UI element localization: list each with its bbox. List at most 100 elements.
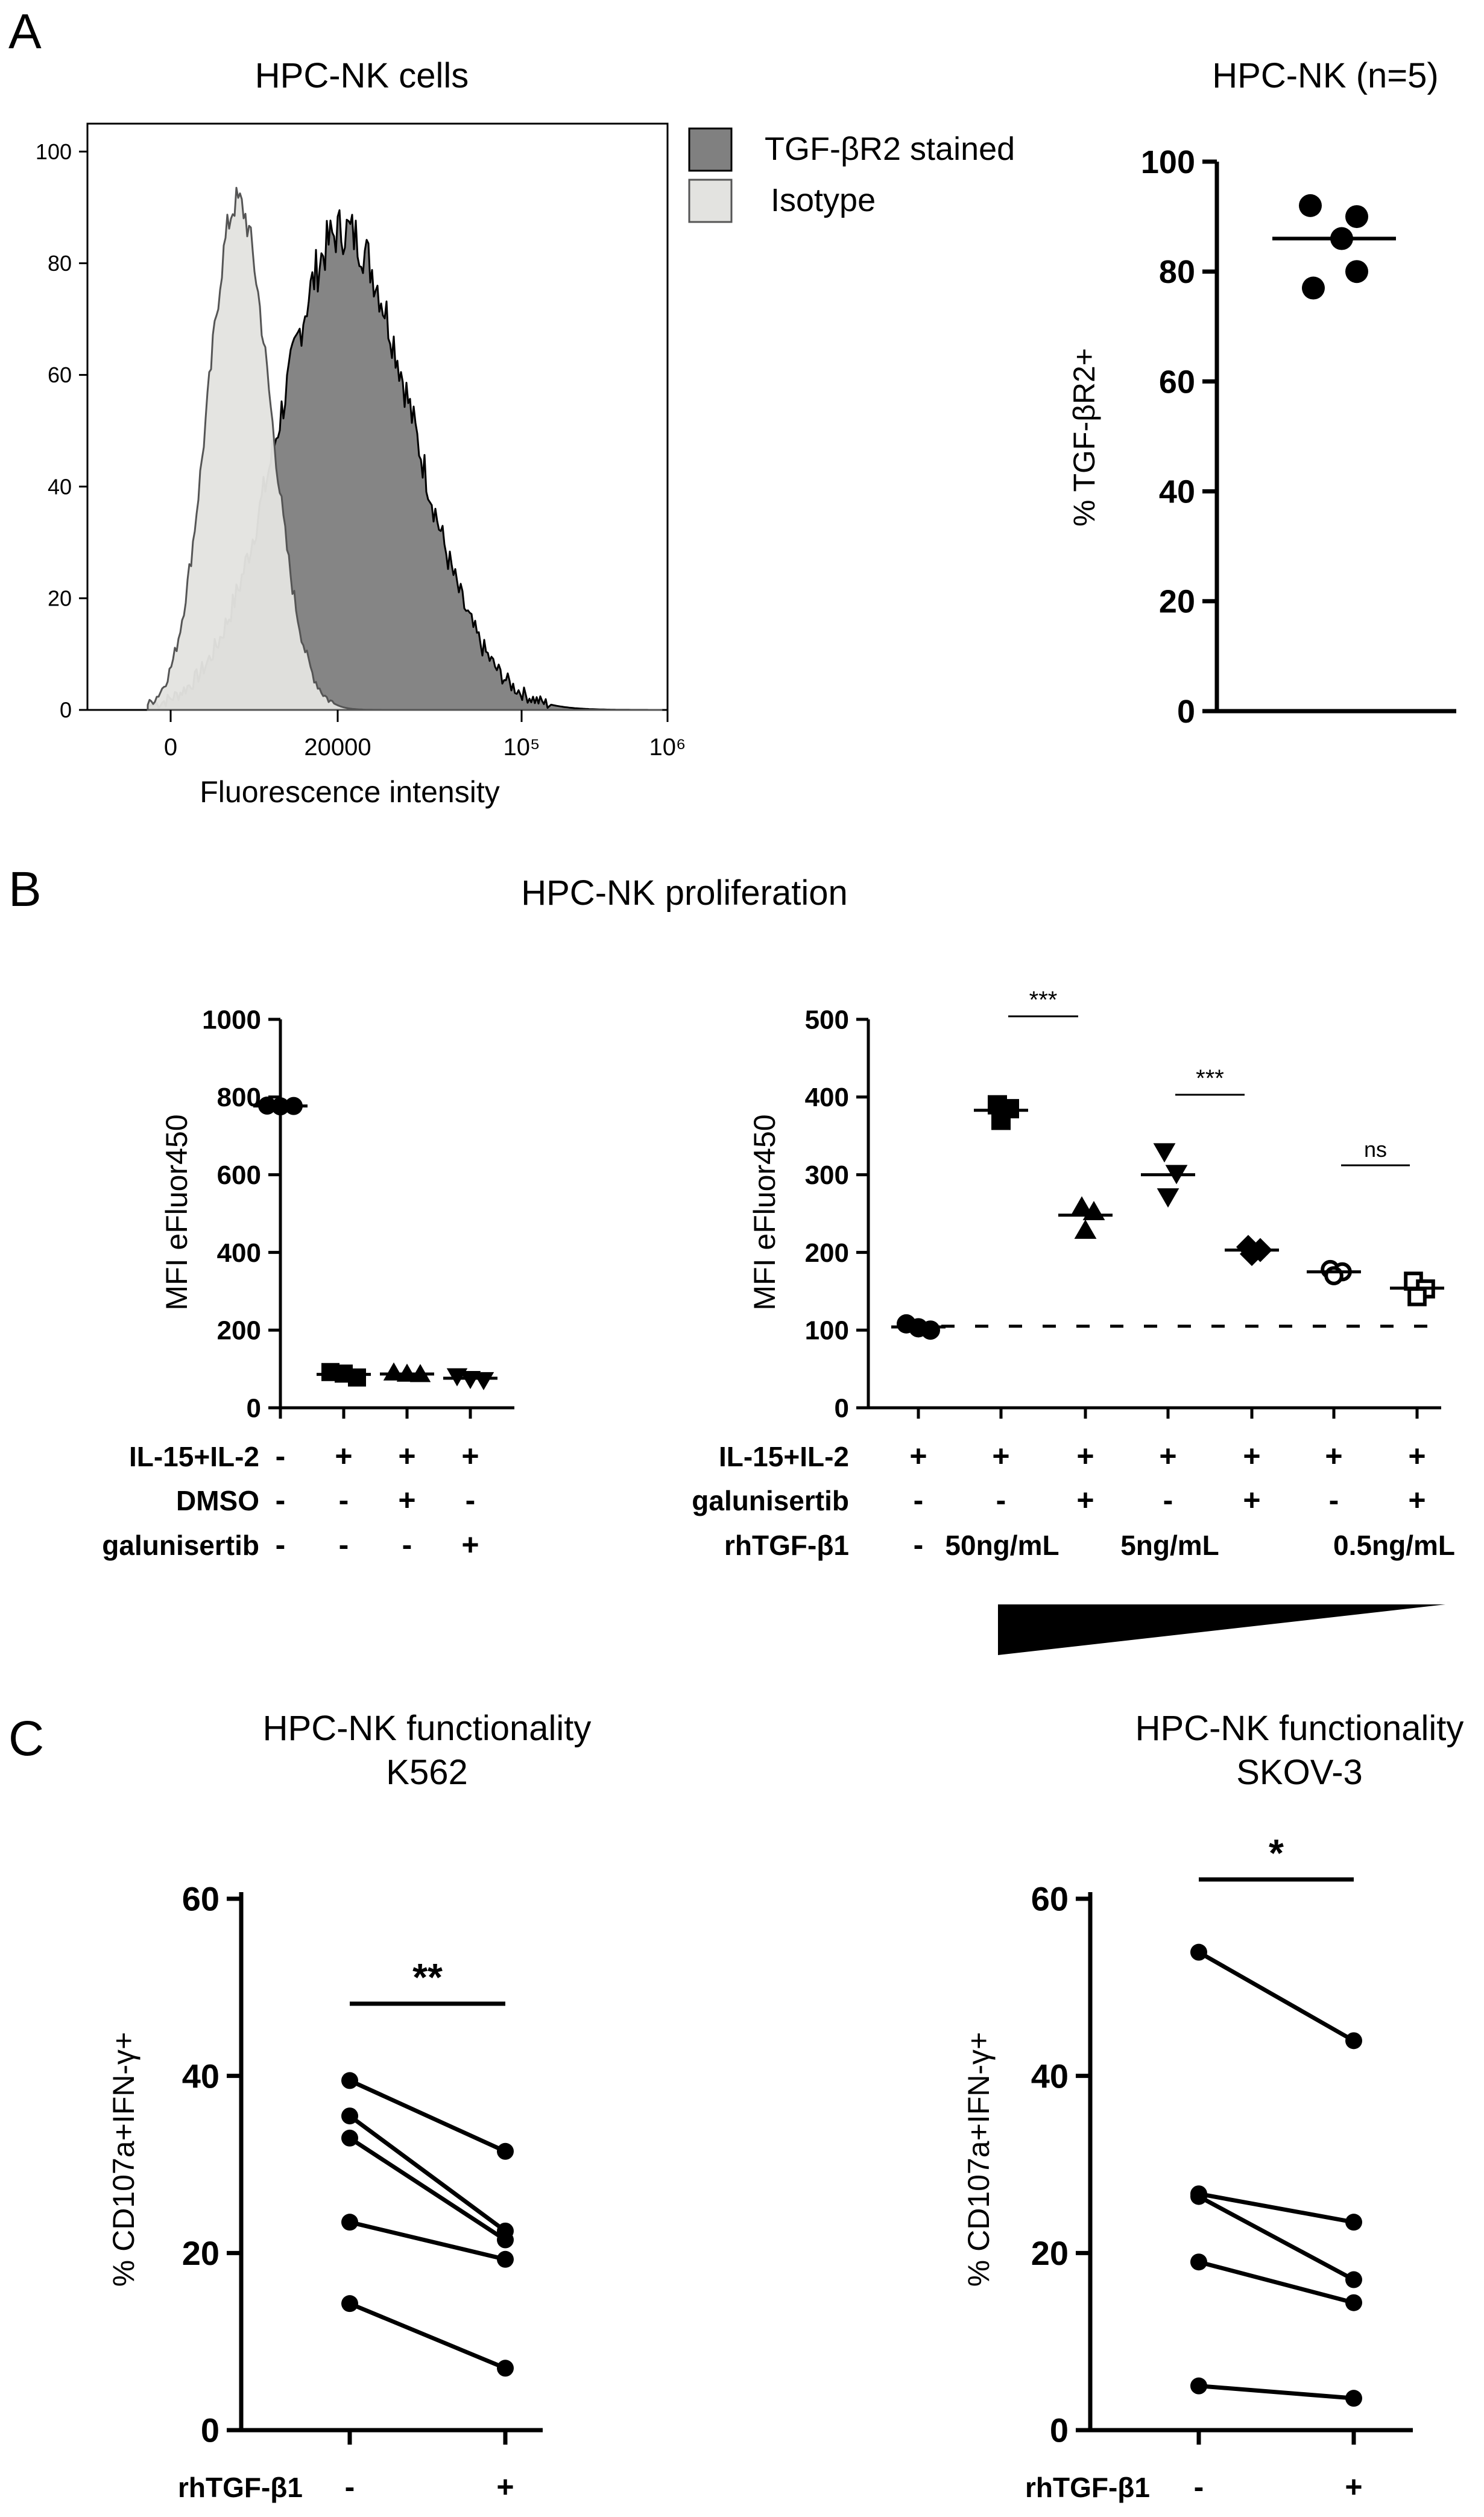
data-point — [1190, 1943, 1207, 1961]
condition-label-il15-il2: IL-15+IL-2 — [129, 1441, 259, 1472]
data-point — [473, 1372, 494, 1390]
histogram-x-ticks: 0 20000 10⁵ 10⁶ — [164, 710, 686, 761]
data-point — [1074, 1219, 1097, 1239]
tgfbr2-scatter-chart: HPC-NK (n=5) 0 20 40 60 80 100 % TGF-βR2+ — [1067, 56, 1456, 730]
data-point — [1153, 1143, 1176, 1163]
data-point — [341, 2295, 358, 2313]
data-point — [1345, 260, 1368, 283]
y-tick-label: 40 — [1159, 474, 1195, 510]
func-skov3-x-label: rhTGF-β1 — [1025, 2472, 1150, 2503]
significance-label: *** — [1029, 987, 1058, 1013]
condition-sign: - — [276, 1483, 286, 1517]
data-point — [1190, 2188, 1207, 2205]
y-tick-label: 40 — [182, 2057, 219, 2095]
data-point — [1345, 205, 1368, 229]
prolif-tgfb-points: *** *** ns — [891, 987, 1447, 1419]
y-tick-label: 20 — [182, 2234, 219, 2272]
significance-label: ns — [1364, 1137, 1387, 1162]
data-point — [497, 2360, 514, 2377]
condition-sign: + — [909, 1439, 927, 1473]
data-point — [921, 1320, 940, 1340]
func-k562-x-label: rhTGF-β1 — [178, 2472, 303, 2503]
func-k562-title-line2: K562 — [386, 1753, 467, 1792]
y-tick-label: 400 — [217, 1238, 261, 1268]
histogram-legend: TGF-βR2 stained Isotype — [688, 127, 1015, 223]
y-tick-label: 80 — [1159, 254, 1195, 290]
condition-label-il15-il2: IL-15+IL-2 — [719, 1441, 849, 1472]
legend-swatch-isotype — [688, 179, 733, 223]
data-point — [1407, 1287, 1427, 1306]
condition-sign: + — [398, 1483, 415, 1517]
data-point — [1240, 1241, 1264, 1266]
pair-line — [349, 2220, 506, 2262]
condition-label-rhtgfb1: rhTGF-β1 — [724, 1530, 849, 1561]
data-point — [1345, 2271, 1362, 2288]
condition-sign: - — [996, 1483, 1006, 1517]
condition-sign: - — [402, 1528, 412, 1562]
condition-sign: - — [914, 1483, 924, 1517]
condition-sign: - — [339, 1483, 349, 1517]
data-point — [1345, 2214, 1362, 2231]
y-tick-label: 60 — [48, 363, 72, 387]
y-tick-label: 0 — [247, 1393, 261, 1423]
y-tick-label: 400 — [805, 1083, 849, 1112]
y-tick-label: 40 — [1031, 2057, 1069, 2095]
data-point — [341, 2129, 358, 2147]
condition-sign: + — [1076, 1439, 1094, 1473]
condition-sign: + — [1325, 1439, 1342, 1473]
condition-sign: + — [1408, 1483, 1426, 1517]
y-tick-label: 80 — [48, 251, 72, 276]
legend-label-stained: TGF-βR2 stained — [765, 131, 1015, 167]
condition-sign: - — [276, 1528, 286, 1562]
condition-sign: + — [1159, 1439, 1176, 1473]
func-k562-chart: HPC-NK functionality K562 % CD107a+IFN-γ… — [107, 1709, 591, 2504]
legend-label-isotype: Isotype — [771, 182, 876, 218]
legend-swatch-stained — [688, 127, 733, 172]
pair-line — [1198, 2384, 1354, 2401]
pair-line — [349, 2136, 507, 2242]
panel-letter-c: C — [8, 1711, 44, 1766]
dose-gradient-wedge — [998, 1604, 1445, 1655]
func-k562-y-label: % CD107a+IFN-γ+ — [107, 2032, 141, 2287]
y-tick-label: 200 — [217, 1316, 261, 1346]
proliferation-title: HPC-NK proliferation — [521, 873, 848, 913]
condition-label-galunisertib: galunisertib — [102, 1530, 259, 1561]
y-tick-label: 60 — [1159, 364, 1195, 400]
pair-line — [349, 2079, 507, 2153]
y-tick-label: 100 — [1141, 144, 1195, 180]
significance-label: * — [1269, 1831, 1284, 1875]
condition-sign: + — [1408, 1439, 1426, 1473]
data-point — [1345, 2390, 1362, 2407]
y-tick-label: 0 — [1050, 2411, 1069, 2449]
y-tick-label: 0 — [835, 1393, 849, 1423]
x-tick-label-0: 0 — [164, 734, 177, 761]
data-point — [341, 2107, 358, 2125]
histogram-title: HPC-NK cells — [255, 56, 469, 95]
condition-label-dmso: DMSO — [176, 1485, 259, 1516]
y-tick-label: 200 — [805, 1238, 849, 1268]
prolif-tgfb-y-label: MFI eFluor450 — [748, 1114, 781, 1310]
func-skov3-plot: * — [1190, 1831, 1362, 2445]
condition-sign: - — [1163, 1483, 1173, 1517]
dose-label-0-5: 0.5ng/mL — [1333, 1530, 1455, 1561]
condition-sign: + — [1243, 1483, 1260, 1517]
y-tick-label: 0 — [60, 698, 72, 723]
prolif-controls-conditions: IL-15+IL-2 DMSO galunisertib - - - + - - + + - + -… — [102, 1439, 479, 1562]
x-tick-label-1e5: 10⁵ — [503, 734, 540, 761]
pair-line — [1198, 2191, 1354, 2224]
func-skov3-title-line2: SKOV-3 — [1236, 1753, 1363, 1792]
condition-sign: - — [466, 1483, 476, 1517]
data-point — [341, 2214, 358, 2231]
condition-sign: - — [914, 1528, 924, 1562]
data-point — [341, 2072, 358, 2089]
data-point — [1190, 2253, 1207, 2271]
condition-sign: + — [1076, 1483, 1094, 1517]
data-point — [1345, 2032, 1362, 2050]
prolif-controls-chart: MFI eFluor450 0 200 400 600 800 1000 IL-15+IL… — [102, 1005, 514, 1562]
tgfbr2-points — [1272, 194, 1396, 300]
condition-sign: + — [398, 1439, 415, 1473]
x-tick-label-20000: 20000 — [304, 734, 371, 761]
condition-sign: + — [461, 1528, 479, 1562]
y-tick-label: 100 — [805, 1316, 849, 1346]
